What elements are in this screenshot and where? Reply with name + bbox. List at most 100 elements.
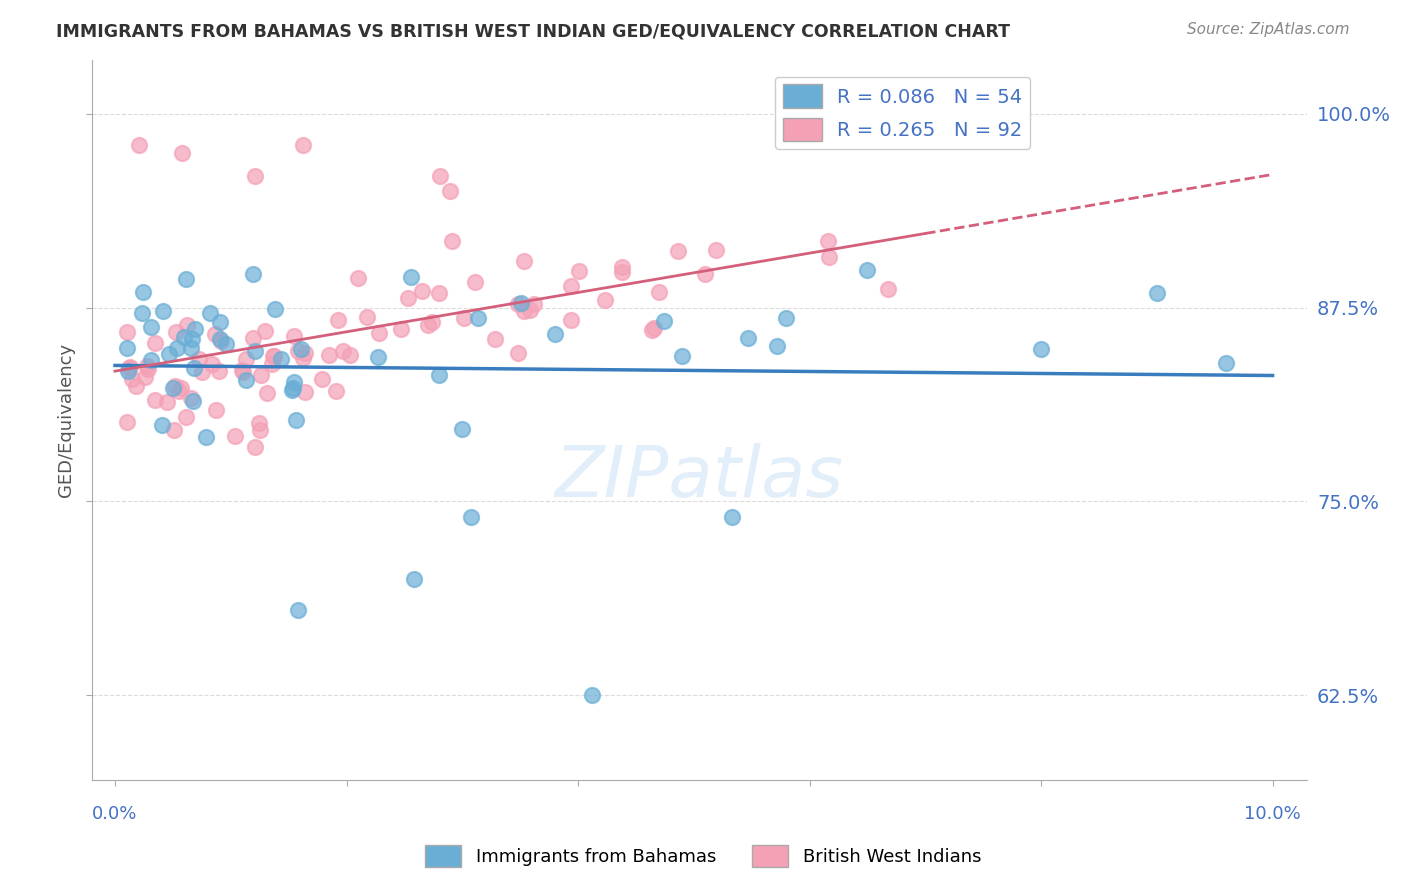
Point (294, 385, 316, 400)
Point (568, 264, 591, 278)
Point (243, 343, 266, 358)
Point (131, 306, 153, 320)
Point (817, 234, 839, 248)
Point (181, 332, 204, 346)
Point (262, 350, 284, 364)
Point (640, 322, 662, 336)
Point (120, 359, 142, 374)
Point (150, 417, 173, 432)
Point (347, 271, 370, 285)
Point (173, 329, 195, 343)
Point (856, 262, 879, 277)
Point (671, 349, 693, 363)
Point (174, 271, 197, 285)
Legend: R = 0.086   N = 54, R = 0.265   N = 92: R = 0.086 N = 54, R = 0.265 N = 92 (775, 77, 1031, 149)
Point (775, 310, 797, 325)
Point (209, 315, 232, 329)
Point (704, 244, 727, 258)
Text: 10.0%: 10.0% (1244, 805, 1301, 823)
Point (204, 326, 226, 341)
Point (283, 328, 305, 343)
Point (134, 370, 156, 384)
Text: IMMIGRANTS FROM BAHAMAS VS BRITISH WEST INDIAN GED/EQUIVALENCY CORRELATION CHART: IMMIGRANTS FROM BAHAMAS VS BRITISH WEST … (56, 22, 1011, 40)
Point (737, 331, 759, 345)
Point (145, 336, 167, 351)
Text: Source: ZipAtlas.com: Source: ZipAtlas.com (1187, 22, 1350, 37)
Point (117, 364, 139, 378)
Point (643, 321, 665, 335)
Point (287, 603, 309, 617)
Point (247, 416, 270, 430)
Point (464, 275, 486, 289)
Point (294, 346, 316, 360)
Point (396, 291, 419, 305)
Point (280, 383, 302, 397)
Point (460, 510, 482, 524)
Point (156, 394, 179, 409)
Point (181, 393, 204, 408)
Point (291, 351, 314, 366)
Point (132, 285, 155, 299)
Point (367, 326, 389, 341)
Point (560, 312, 582, 326)
Point (1029, 343, 1052, 357)
Point (250, 368, 273, 382)
Point (139, 320, 162, 334)
Point (519, 302, 541, 317)
Point (544, 326, 567, 341)
Point (253, 324, 276, 338)
Point (287, 343, 309, 358)
Point (184, 322, 207, 336)
Point (422, 315, 444, 329)
Point (766, 339, 789, 353)
Point (264, 302, 287, 317)
Point (115, 415, 138, 429)
Point (290, 342, 312, 356)
Point (693, 268, 716, 282)
Point (188, 352, 211, 367)
Point (339, 347, 361, 361)
Point (506, 297, 529, 311)
Point (183, 360, 205, 375)
Point (427, 368, 450, 382)
Point (270, 351, 292, 366)
Point (232, 365, 254, 379)
Point (292, 137, 315, 152)
Point (249, 423, 271, 437)
Point (165, 378, 187, 392)
Point (204, 403, 226, 417)
Point (332, 344, 354, 359)
Point (165, 325, 187, 339)
Point (170, 381, 193, 395)
Point (427, 285, 450, 300)
Point (136, 362, 159, 376)
Point (467, 310, 489, 325)
Point (135, 359, 157, 374)
Point (326, 312, 349, 326)
Point (209, 334, 232, 348)
Point (389, 322, 412, 336)
Point (172, 145, 194, 160)
Point (176, 409, 198, 424)
Point (418, 318, 440, 332)
Point (235, 373, 257, 387)
Point (143, 393, 166, 408)
Legend: Immigrants from Bahamas, British West Indians: Immigrants from Bahamas, British West In… (418, 838, 988, 874)
Point (311, 372, 333, 386)
Point (162, 381, 184, 395)
Point (152, 304, 174, 318)
Point (128, 137, 150, 152)
Point (668, 244, 690, 258)
Point (157, 347, 180, 361)
Point (263, 350, 285, 364)
Point (285, 412, 308, 426)
Point (647, 285, 669, 299)
Point (235, 351, 257, 366)
Point (121, 372, 143, 386)
Point (429, 169, 451, 183)
Point (243, 440, 266, 454)
Point (721, 510, 744, 524)
Point (208, 363, 231, 377)
Point (260, 358, 283, 372)
Point (195, 430, 218, 444)
